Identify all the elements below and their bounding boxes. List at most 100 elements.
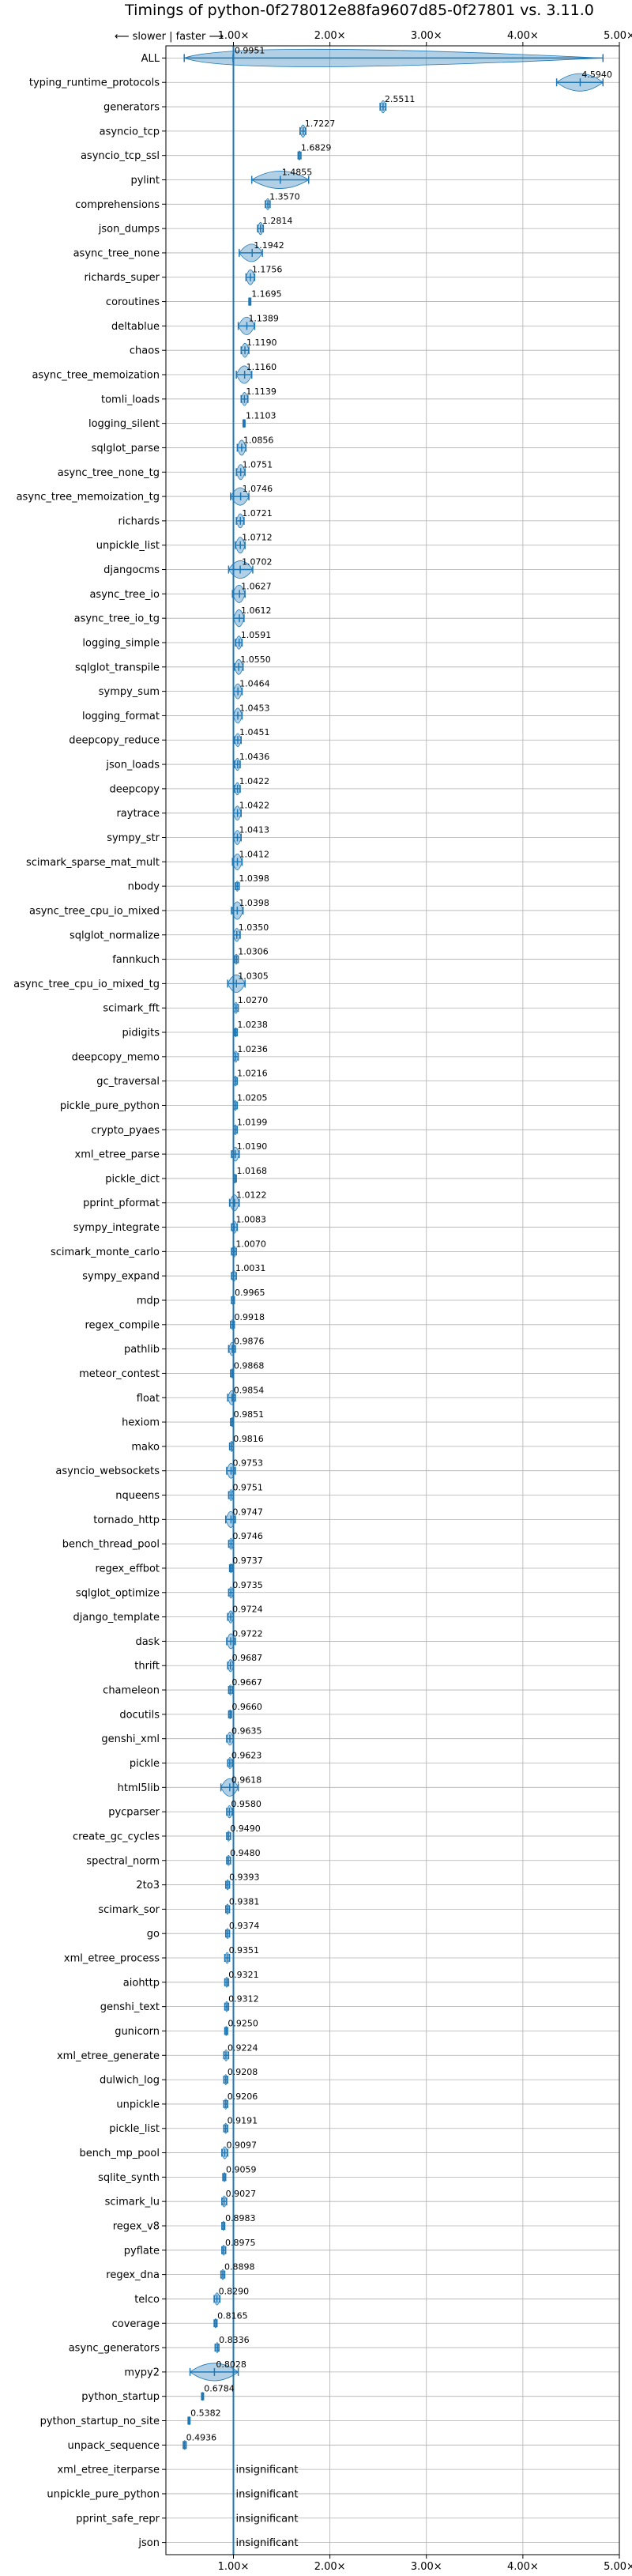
- benchmark-label: scimark_sparse_mat_mult: [26, 857, 160, 869]
- benchmark-label: pylint: [130, 175, 160, 187]
- value-label: 0.9312: [228, 1994, 259, 2005]
- benchmark-label: dulwich_log: [100, 2075, 160, 2087]
- value-label: 1.0550: [240, 654, 271, 665]
- benchmark-label: raytrace: [116, 808, 160, 820]
- benchmark-label: create_gc_cycles: [73, 1831, 160, 1842]
- value-label: 1.1160: [246, 362, 277, 372]
- value-label: 0.9816: [233, 1434, 264, 1444]
- benchmark-label: pprint_safe_repr: [76, 2513, 160, 2525]
- benchmark-label: genshi_xml: [101, 1733, 160, 1745]
- benchmark-label: crypto_pyaes: [91, 1125, 160, 1137]
- benchmark-label: docutils: [119, 1709, 160, 1721]
- benchmark-label: go: [147, 1929, 160, 1940]
- benchmark-label: async_tree_memoization: [32, 370, 160, 382]
- benchmark-label: unpickle_list: [96, 540, 160, 552]
- value-label: 1.0751: [243, 459, 273, 470]
- benchmark-label: django_template: [73, 1612, 160, 1624]
- value-label: 4.5940: [581, 70, 612, 80]
- benchmark-label: logging_simple: [82, 637, 160, 649]
- value-label: 1.0350: [239, 922, 269, 933]
- benchmark-label: async_tree_io_tg: [74, 613, 160, 625]
- benchmark-label: meteor_contest: [79, 1368, 160, 1380]
- insignificant-label: insignificant: [235, 2488, 298, 2500]
- value-label: 1.0031: [235, 1263, 266, 1273]
- value-label: 0.9490: [230, 1824, 261, 1834]
- benchmark-label: tornado_http: [93, 1514, 160, 1526]
- value-label: 0.9737: [232, 1556, 263, 1566]
- value-label: 1.7227: [305, 119, 336, 129]
- benchmark-label: chameleon: [103, 1685, 160, 1697]
- value-label: 0.9623: [231, 1750, 262, 1760]
- value-label: 0.9660: [231, 1702, 262, 1712]
- value-label: 1.0205: [237, 1092, 268, 1103]
- benchmark-label: sqlite_synth: [98, 2172, 160, 2184]
- benchmark-label: regex_v8: [113, 2220, 160, 2232]
- benchmark-label: logging_format: [82, 711, 160, 722]
- benchmark-label: spectral_norm: [86, 1855, 160, 1867]
- value-label: 0.9724: [232, 1605, 263, 1615]
- benchmark-label: sqlglot_transpile: [75, 662, 160, 673]
- benchmark-label: unpickle: [116, 2099, 160, 2110]
- value-label: 1.1695: [251, 289, 282, 300]
- benchmark-label: richards_super: [84, 272, 160, 284]
- value-label: 0.9751: [232, 1483, 263, 1493]
- benchmark-label: scimark_monte_carlo: [51, 1247, 160, 1258]
- benchmark-label: async_tree_memoization_tg: [17, 492, 160, 504]
- benchmark-label: pickle_list: [109, 2123, 160, 2135]
- value-label: 0.8983: [225, 2213, 256, 2223]
- benchmark-label: unpickle_pure_python: [47, 2488, 160, 2500]
- x-tick-label-bottom: 1.00×: [218, 2561, 250, 2573]
- value-label: 1.0451: [239, 727, 270, 737]
- insignificant-label: insignificant: [235, 2465, 298, 2476]
- benchmark-label: regex_effbot: [95, 1563, 160, 1575]
- x-tick-label-top: 1.00×: [218, 30, 250, 42]
- benchmark-label: sqlglot_optimize: [76, 1587, 160, 1599]
- benchmark-label: pathlib: [124, 1344, 160, 1356]
- benchmark-label: asyncio_tcp_ssl: [81, 150, 160, 162]
- benchmark-label: comprehensions: [75, 199, 160, 211]
- value-label: 0.9746: [232, 1531, 263, 1541]
- value-label: 0.9747: [232, 1507, 263, 1517]
- benchmark-label: djangocms: [103, 564, 160, 576]
- benchmark-label: pprint_pformat: [83, 1197, 160, 1209]
- benchmark-label: asyncio_websockets: [55, 1465, 160, 1477]
- value-label: 0.9059: [226, 2164, 257, 2174]
- benchmark-label: gunicorn: [115, 2026, 160, 2038]
- marks-layer: [182, 46, 604, 2555]
- benchmark-label: async_tree_io: [89, 589, 160, 601]
- benchmark-label: nqueens: [115, 1490, 160, 1502]
- benchmark-label: deepcopy_memo: [72, 1051, 160, 1063]
- benchmark-label: nbody: [128, 881, 160, 893]
- value-label: 1.3570: [269, 191, 300, 202]
- labels-layer: 1.00× 1.00× 2.00× 2.00× 3.00× 3.00× 4.00× 4.00×…: [13, 30, 632, 2573]
- value-label: 1.0305: [238, 971, 269, 981]
- benchmark-label: deltablue: [111, 321, 160, 333]
- value-label: 1.0398: [239, 898, 269, 908]
- benchmark-label: aiohttp: [123, 1977, 160, 1989]
- benchmark-label: richards: [118, 515, 160, 527]
- benchmark-label: xml_etree_process: [64, 1953, 160, 1965]
- benchmark-label: coroutines: [106, 296, 160, 308]
- x-tick-label-bottom: 3.00×: [411, 2561, 442, 2573]
- plot-frame: [165, 45, 620, 2555]
- value-label: 0.8975: [225, 2238, 256, 2248]
- value-label: 1.0464: [239, 679, 270, 689]
- benchmark-label: pickle_dict: [105, 1173, 160, 1185]
- value-label: 1.1103: [246, 411, 276, 421]
- value-label: 1.0436: [239, 752, 270, 762]
- value-label: 0.9918: [234, 1312, 265, 1322]
- benchmark-label: gc_traversal: [96, 1076, 160, 1088]
- benchmark-label: hexiom: [122, 1417, 160, 1429]
- x-tick-label-bottom: 2.00×: [314, 2561, 346, 2573]
- benchmark-label: json_dumps: [98, 224, 160, 236]
- value-label: 1.0168: [237, 1166, 268, 1176]
- benchmark-label: float: [137, 1393, 160, 1405]
- value-label: 0.8898: [224, 2262, 255, 2272]
- value-label: 0.9208: [228, 2067, 258, 2077]
- value-label: 0.9480: [230, 1848, 261, 1858]
- value-label: 0.9097: [226, 2140, 257, 2151]
- value-label: 1.0238: [237, 1020, 268, 1030]
- value-label: 1.0422: [239, 801, 270, 811]
- benchmark-label: deepcopy_reduce: [69, 735, 160, 747]
